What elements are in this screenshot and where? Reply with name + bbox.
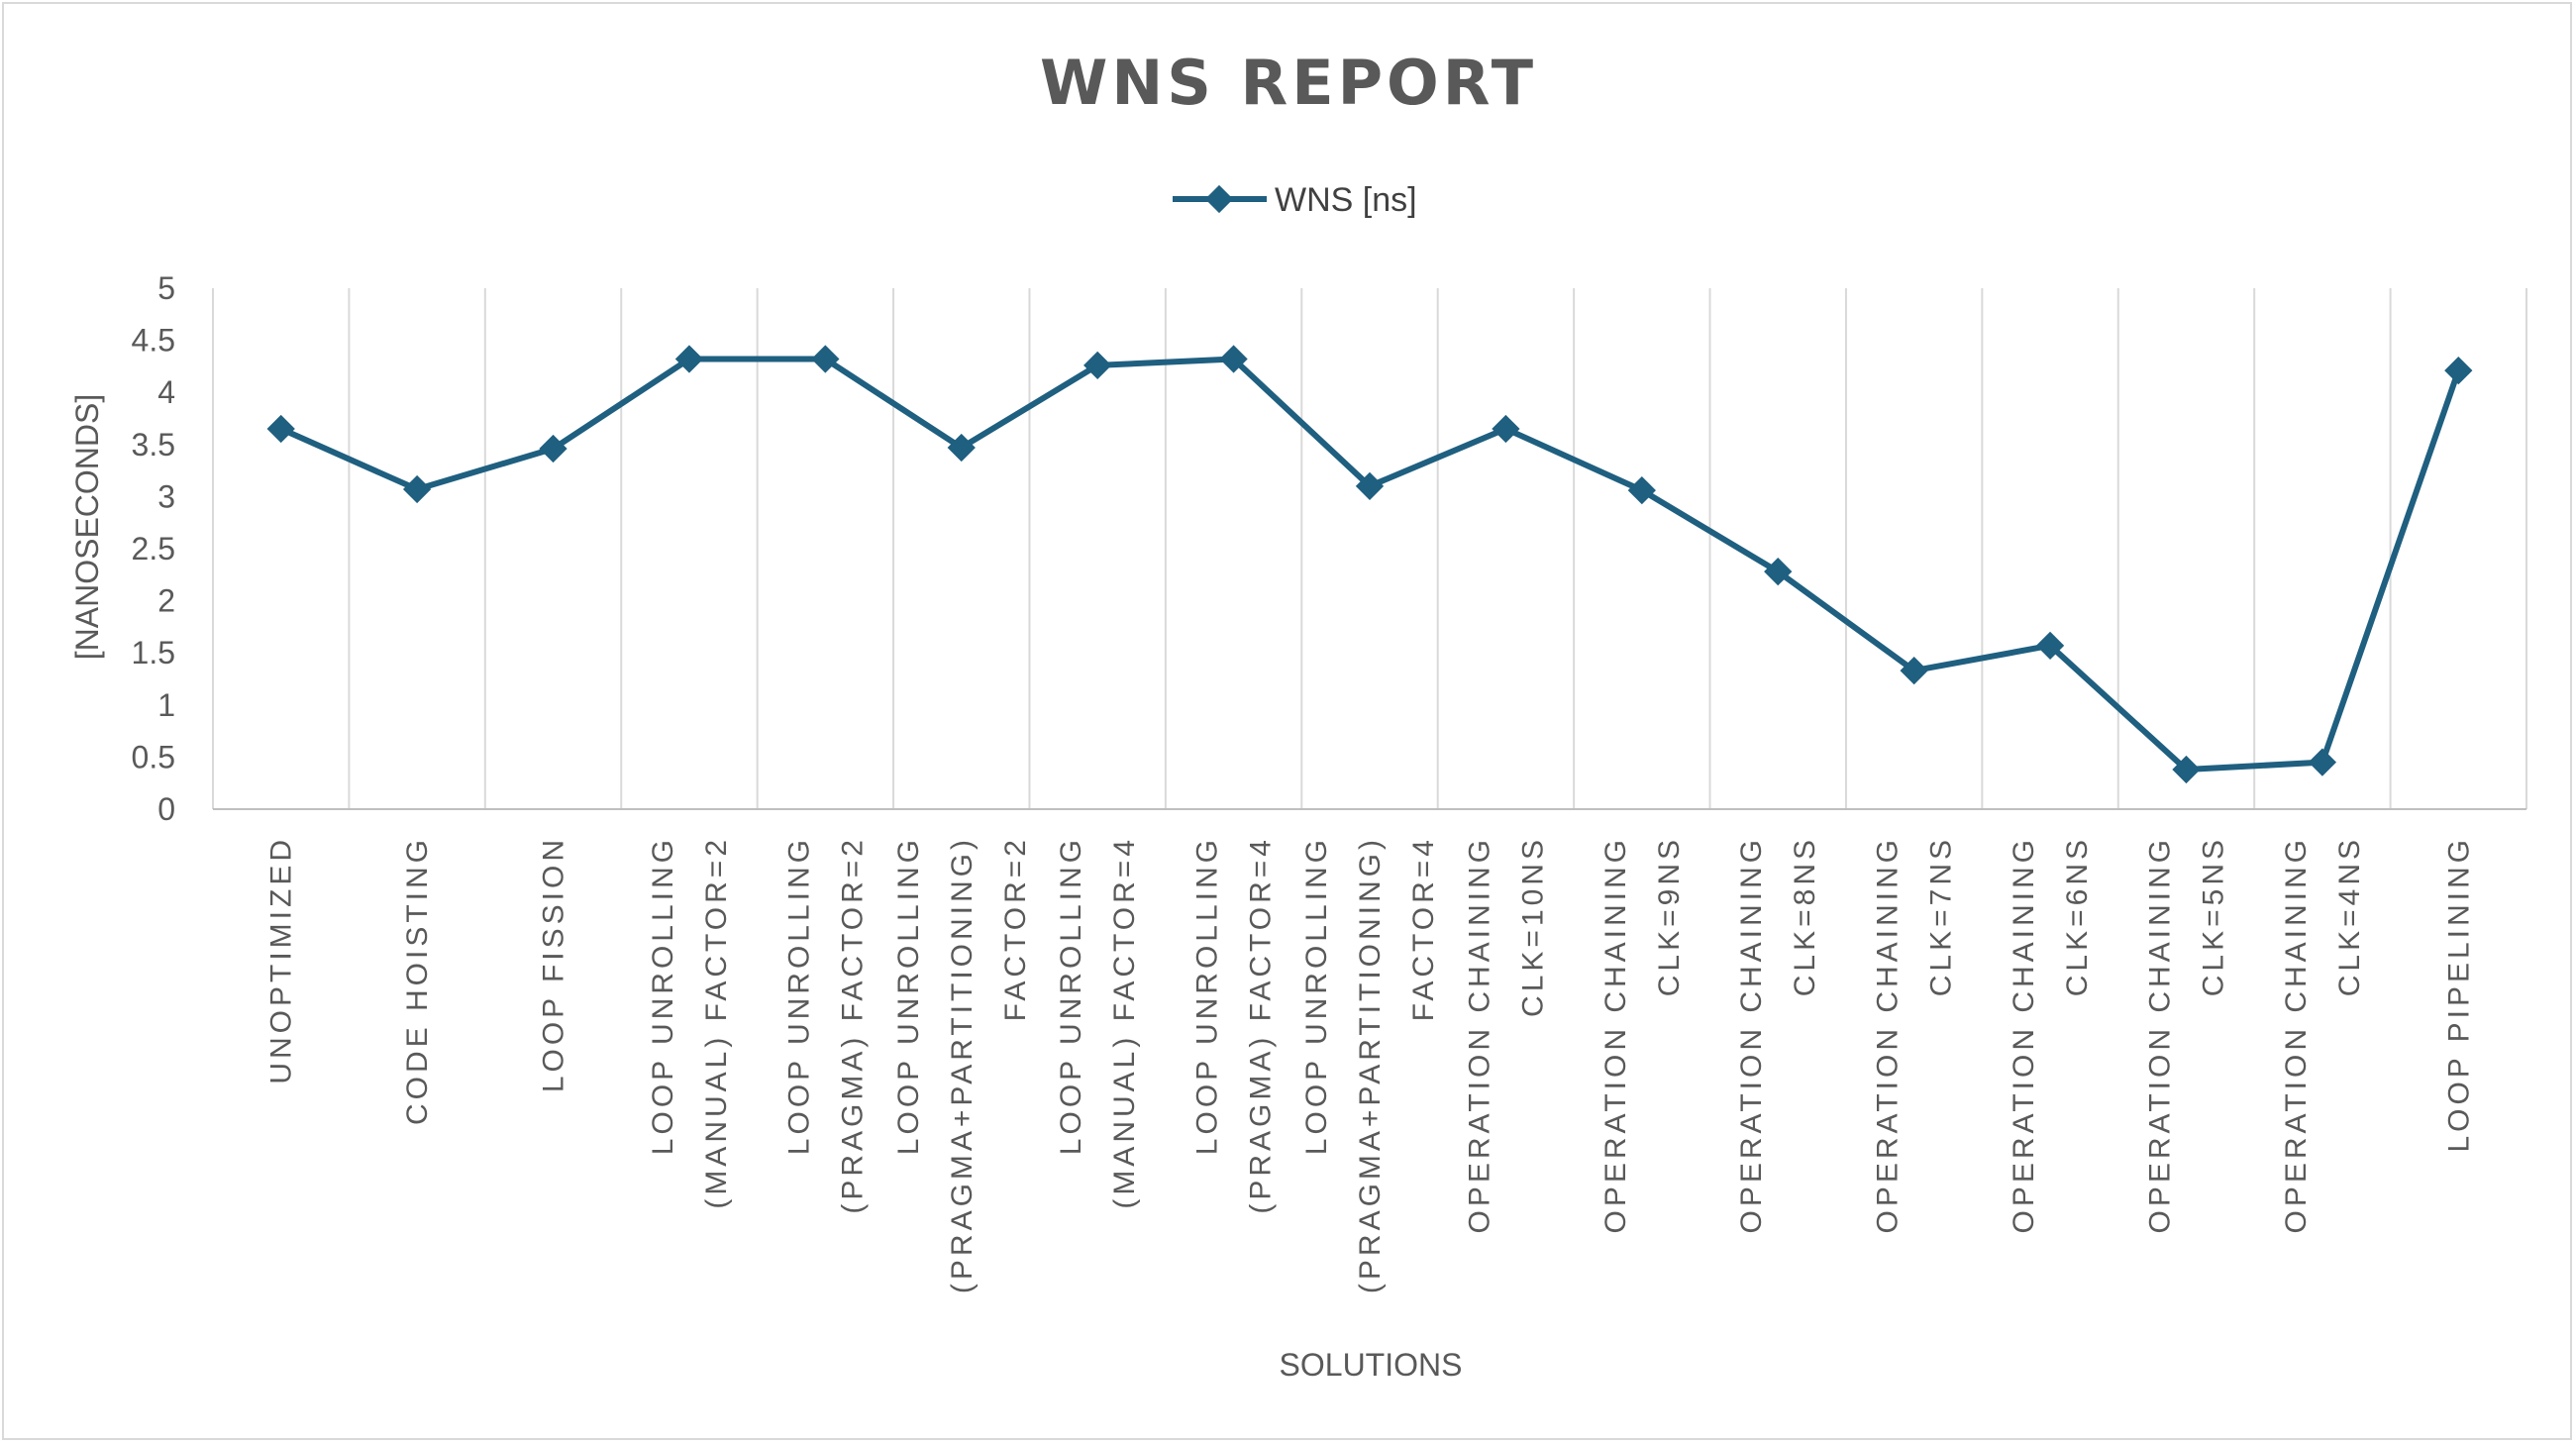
x-tick-label: CODE HOISTING — [401, 836, 434, 1125]
data-point-marker — [266, 414, 295, 444]
y-tick-label: 0 — [157, 791, 175, 827]
x-tick-label-line: OPERATION CHAINING — [2280, 836, 2313, 1233]
series-wns — [266, 345, 2473, 784]
x-tick-label-line: FACTOR=4 — [1407, 836, 1440, 1021]
data-point-marker — [1627, 475, 1656, 505]
x-axis-ticks: UNOPTIMIZED CODE HOISTING LOOP FISSION LOOP… — [265, 836, 2476, 1293]
x-tick-label-line: CLK=9NS — [1653, 836, 1686, 996]
x-tick-label: OPERATION CHAINING CLK=9NS — [1599, 836, 1686, 1233]
data-point-marker — [674, 345, 704, 373]
y-tick-label: 3 — [157, 478, 175, 514]
legend: WNS [ns] — [1173, 181, 1417, 219]
data-point-marker — [1355, 471, 1385, 501]
y-tick-label: 0.5 — [132, 739, 175, 774]
series-line-wns — [279, 356, 2462, 774]
y-axis-ticks: 0 0.5 1 1.5 2 2.5 3 3.5 4 4.5 5 — [132, 270, 175, 827]
x-tick-label-line: FACTOR=2 — [999, 836, 1032, 1021]
x-tick-label-line: (PRAGMA+PARTITIONING) — [946, 836, 979, 1293]
x-tick-label: UNOPTIMIZED — [265, 836, 298, 1084]
data-point-marker — [2308, 748, 2337, 776]
chart-title: WNS REPORT — [1040, 47, 1537, 119]
y-axis-title: [NANOSECONDS] — [69, 394, 105, 660]
y-tick-label: 3.5 — [132, 427, 175, 463]
x-tick-label-line: (PRAGMA) FACTOR=4 — [1245, 836, 1278, 1214]
x-tick-label-line: OPERATION CHAINING — [1735, 836, 1768, 1233]
line-chart: WNS REPORT WNS [ns] 0 0.5 1 1.5 2 2.5 3 3.5 4 4.5… — [69, 47, 2527, 1383]
legend-diamond-icon — [1204, 184, 1234, 214]
y-tick-label: 1.5 — [132, 635, 175, 670]
x-tick-label-line: OPERATION CHAINING — [1599, 836, 1632, 1233]
x-tick-label-line: (PRAGMA) FACTOR=2 — [836, 836, 869, 1214]
x-tick-label: LOOP FISSION — [538, 836, 570, 1092]
data-point-marker — [2035, 631, 2065, 660]
x-tick-label-line: CLK=4NS — [2333, 836, 2366, 996]
x-tick-label: OPERATION CHAINING CLK=10NS — [1463, 836, 1549, 1233]
x-tick-label-line: LOOP UNROLLING — [1055, 836, 1087, 1155]
data-point-marker — [1900, 656, 1928, 685]
x-tick-label: OPERATION CHAINING CLK=6NS — [2008, 836, 2094, 1233]
x-tick-label-line: CLK=10NS — [1516, 836, 1549, 1017]
x-tick-label: LOOP UNROLLING (PRAGMA) FACTOR=2 — [782, 836, 869, 1214]
data-point-marker — [402, 474, 432, 504]
x-tick-label-line: OPERATION CHAINING — [2143, 836, 2176, 1233]
x-tick-label-line: (MANUAL) FACTOR=4 — [1108, 836, 1141, 1209]
x-axis-title: SOLUTIONS — [1280, 1347, 1463, 1383]
grid — [212, 288, 2527, 810]
x-tick-label-line: UNOPTIMIZED — [265, 836, 298, 1084]
x-tick-label-line: OPERATION CHAINING — [2008, 836, 2040, 1233]
x-tick-label: LOOP UNROLLING (MANUAL) FACTOR=4 — [1055, 836, 1141, 1209]
x-tick-label-line: LOOP UNROLLING — [647, 836, 679, 1155]
data-point-marker — [947, 433, 976, 463]
data-point-marker — [1219, 345, 1248, 373]
legend-label: WNS [ns] — [1275, 181, 1417, 219]
x-tick-label: LOOP UNROLLING (PRAGMA+PARTITIONING) FACTO… — [892, 836, 1032, 1293]
x-tick-label-line: (MANUAL) FACTOR=2 — [700, 836, 733, 1209]
y-tick-label: 4.5 — [132, 323, 175, 359]
data-point-marker — [539, 434, 567, 464]
x-tick-label-line: CLK=8NS — [1789, 836, 1821, 996]
x-tick-label-line: CLK=5NS — [2197, 836, 2229, 996]
x-tick-label-line: LOOP UNROLLING — [782, 836, 815, 1155]
x-tick-label-line: LOOP PIPELINING — [2442, 836, 2475, 1153]
x-tick-label: OPERATION CHAINING CLK=8NS — [1735, 836, 1821, 1233]
data-point-marker — [1083, 351, 1112, 379]
x-tick-label-line: LOOP UNROLLING — [1300, 836, 1333, 1155]
x-tick-label-line: LOOP UNROLLING — [1191, 836, 1224, 1155]
x-tick-label-line: OPERATION CHAINING — [1463, 836, 1495, 1233]
x-tick-label-line: LOOP FISSION — [538, 836, 570, 1092]
y-tick-label: 5 — [157, 270, 175, 306]
data-point-marker — [811, 345, 840, 373]
x-tick-label: OPERATION CHAINING CLK=4NS — [2280, 836, 2366, 1233]
x-tick-label: OPERATION CHAINING CLK=5NS — [2143, 836, 2229, 1233]
x-tick-label: LOOP UNROLLING (PRAGMA) FACTOR=4 — [1191, 836, 1278, 1214]
x-tick-label: LOOP UNROLLING (PRAGMA+PARTITIONING) FACTO… — [1300, 836, 1440, 1293]
x-tick-label: OPERATION CHAINING CLK=7NS — [1872, 836, 1958, 1233]
x-tick-label-line: CLK=7NS — [1925, 836, 1958, 996]
x-tick-label-line: CODE HOISTING — [401, 836, 434, 1125]
data-point-marker — [2172, 755, 2201, 784]
x-tick-label: LOOP PIPELINING — [2442, 836, 2475, 1153]
x-tick-label-line: OPERATION CHAINING — [1872, 836, 1905, 1233]
data-point-marker — [1764, 558, 1793, 586]
x-tick-label-line: (PRAGMA+PARTITIONING) — [1354, 836, 1387, 1293]
data-point-marker — [2444, 356, 2473, 385]
x-tick-label-line: LOOP UNROLLING — [892, 836, 925, 1155]
y-tick-label: 4 — [157, 374, 175, 410]
x-tick-label-line: CLK=6NS — [2061, 836, 2094, 996]
y-tick-label: 2.5 — [132, 531, 175, 567]
x-tick-label: LOOP UNROLLING (MANUAL) FACTOR=2 — [647, 836, 733, 1209]
data-point-marker — [1492, 414, 1520, 444]
y-tick-label: 1 — [157, 687, 175, 723]
y-tick-label: 2 — [157, 583, 175, 619]
